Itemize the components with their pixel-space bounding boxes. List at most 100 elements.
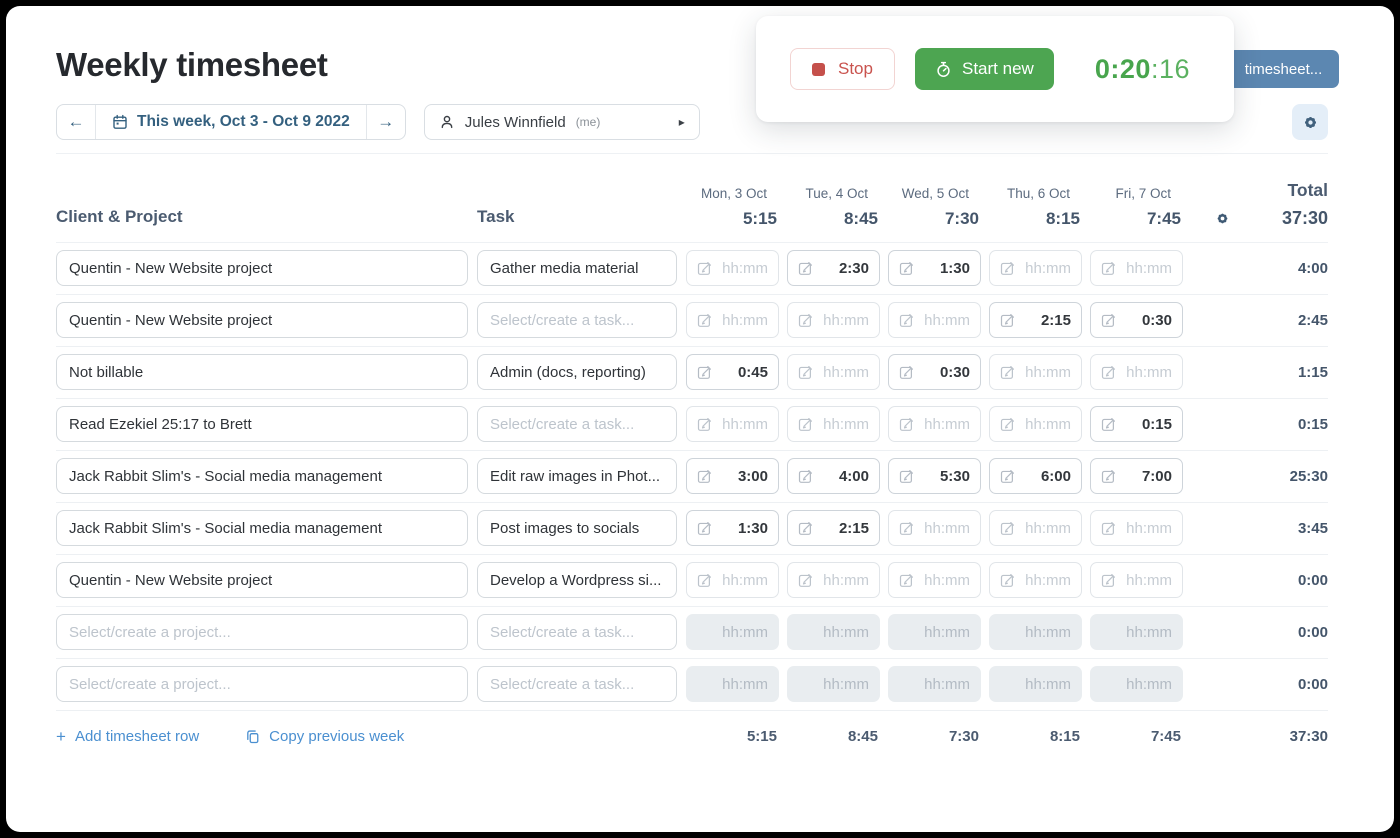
time-cell: hh:mm [787, 614, 880, 650]
caret-right-icon: ▸ [678, 115, 685, 129]
edit-icon [798, 313, 813, 328]
time-cell-placeholder: hh:mm [722, 415, 768, 433]
stop-button[interactable]: Stop [790, 48, 895, 90]
time-cell[interactable]: hh:mm [989, 354, 1082, 390]
project-input[interactable] [56, 666, 468, 702]
time-cell[interactable]: 6:00 [989, 458, 1082, 494]
edit-icon [798, 469, 813, 484]
row-total: 2:45 [1297, 311, 1328, 329]
edit-icon [697, 417, 712, 432]
time-cell[interactable]: hh:mm [1090, 250, 1183, 286]
add-timesheet-row-button[interactable]: + Add timesheet row [56, 728, 199, 745]
time-cell-placeholder: hh:mm [722, 571, 768, 589]
project-input[interactable] [56, 302, 468, 338]
user-selector[interactable]: Jules Winnfield (me) ▸ [423, 104, 700, 140]
client-project-header: Client & Project [56, 207, 183, 226]
time-cell[interactable]: 0:45 [686, 354, 779, 390]
time-cell[interactable]: hh:mm [686, 250, 779, 286]
row-total: 4:00 [1297, 259, 1328, 277]
time-cell[interactable]: hh:mm [787, 354, 880, 390]
task-input[interactable] [477, 458, 677, 494]
time-cell-value: 1:30 [939, 259, 970, 277]
time-cell[interactable]: 2:15 [989, 302, 1082, 338]
time-cell[interactable]: 4:00 [787, 458, 880, 494]
previous-week-button[interactable]: ← [57, 105, 95, 139]
edit-icon [899, 261, 914, 276]
row-total: 0:15 [1297, 415, 1328, 433]
time-cell[interactable]: 0:30 [888, 354, 981, 390]
time-cell[interactable]: 2:15 [787, 510, 880, 546]
copy-week-label: Copy previous week [269, 728, 405, 745]
task-input[interactable] [477, 406, 677, 442]
time-cell[interactable]: 1:30 [888, 250, 981, 286]
time-cell[interactable]: hh:mm [888, 510, 981, 546]
time-cell[interactable]: 2:30 [787, 250, 880, 286]
time-cell[interactable]: hh:mm [787, 406, 880, 442]
time-cell[interactable]: hh:mm [787, 302, 880, 338]
project-input[interactable] [56, 458, 468, 494]
table-row: 0:45 hh:mm 0:30 hh:mm hh:mm 1:15 [56, 347, 1328, 399]
edit-icon [899, 417, 914, 432]
timer-hours-minutes: 0:20 [1094, 53, 1151, 84]
time-cell-placeholder: hh:mm [823, 623, 869, 641]
time-cell-placeholder: hh:mm [823, 311, 869, 329]
row-total: 3:45 [1297, 519, 1328, 537]
copy-previous-week-button[interactable]: Copy previous week [245, 728, 404, 745]
task-input[interactable] [477, 614, 677, 650]
task-input[interactable] [477, 666, 677, 702]
time-cell[interactable]: hh:mm [686, 562, 779, 598]
time-cell[interactable]: hh:mm [989, 406, 1082, 442]
time-cell[interactable]: hh:mm [989, 510, 1082, 546]
task-input[interactable] [477, 510, 677, 546]
time-cell[interactable]: hh:mm [787, 562, 880, 598]
time-cell[interactable]: 3:00 [686, 458, 779, 494]
edit-icon [798, 573, 813, 588]
time-cell[interactable]: 0:30 [1090, 302, 1183, 338]
time-cell-value: 2:30 [838, 259, 869, 277]
time-cell[interactable]: hh:mm [686, 302, 779, 338]
task-input[interactable] [477, 250, 677, 286]
time-cell[interactable]: hh:mm [989, 562, 1082, 598]
project-input[interactable] [56, 250, 468, 286]
start-new-button[interactable]: Start new [914, 48, 1054, 90]
time-cell-value: 1:30 [737, 519, 768, 537]
task-input[interactable] [477, 354, 677, 390]
time-cell[interactable]: 5:30 [888, 458, 981, 494]
time-cell[interactable]: 1:30 [686, 510, 779, 546]
app-window: Weekly timesheet ← This week, Oct 3 - Oc… [6, 6, 1394, 832]
week-picker[interactable]: This week, Oct 3 - Oct 9 2022 [95, 105, 367, 139]
time-cell[interactable]: hh:mm [888, 562, 981, 598]
time-cell-placeholder: hh:mm [1126, 675, 1172, 693]
project-input[interactable] [56, 562, 468, 598]
time-cell[interactable]: 7:00 [1090, 458, 1183, 494]
project-input[interactable] [56, 354, 468, 390]
task-input[interactable] [477, 302, 677, 338]
footer-day-total: 7:30 [948, 728, 979, 745]
plus-icon: + [56, 727, 66, 746]
project-input[interactable] [56, 614, 468, 650]
edit-icon [899, 521, 914, 536]
time-cell[interactable]: hh:mm [1090, 510, 1183, 546]
time-cell-placeholder: hh:mm [722, 259, 768, 277]
time-cell-placeholder: hh:mm [823, 675, 869, 693]
user-me-suffix: (me) [575, 115, 601, 129]
time-cell[interactable]: hh:mm [1090, 562, 1183, 598]
project-input[interactable] [56, 510, 468, 546]
edit-icon [798, 261, 813, 276]
day-header: Mon, 3 Oct 5:15 [686, 186, 779, 229]
task-input[interactable] [477, 562, 677, 598]
time-cell: hh:mm [1090, 666, 1183, 702]
settings-button[interactable] [1292, 104, 1328, 140]
day-header-total: 8:15 [1045, 209, 1080, 228]
timesheet-action-button[interactable]: timesheet... [1228, 50, 1339, 88]
time-cell[interactable]: hh:mm [686, 406, 779, 442]
time-cell[interactable]: hh:mm [1090, 354, 1183, 390]
time-cell[interactable]: hh:mm [888, 406, 981, 442]
column-settings-gear-icon[interactable] [1215, 211, 1230, 226]
time-cell[interactable]: hh:mm [888, 302, 981, 338]
time-cell[interactable]: 0:15 [1090, 406, 1183, 442]
calendar-icon [112, 114, 128, 130]
next-week-button[interactable]: → [367, 105, 405, 139]
time-cell[interactable]: hh:mm [989, 250, 1082, 286]
project-input[interactable] [56, 406, 468, 442]
